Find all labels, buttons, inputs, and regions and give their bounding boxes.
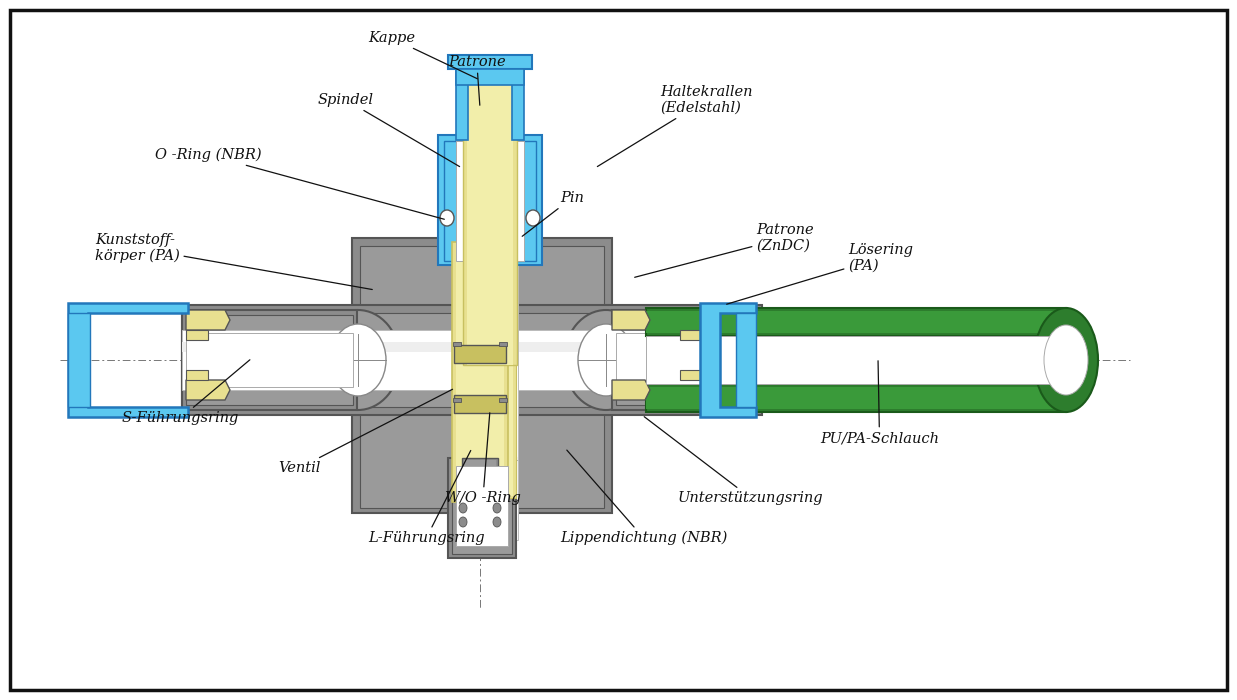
Bar [68, 313, 90, 407]
Polygon shape [680, 370, 703, 380]
Bar [461, 460, 518, 540]
Bar [464, 238, 516, 498]
Ellipse shape [494, 503, 501, 513]
Bar [360, 246, 604, 508]
Bar [616, 315, 746, 405]
Polygon shape [612, 310, 649, 330]
Bar [616, 333, 746, 387]
Text: S-Führungsring: S-Führungsring [122, 360, 250, 425]
Bar [453, 398, 461, 402]
Ellipse shape [494, 517, 501, 527]
Ellipse shape [330, 324, 386, 396]
Bar [456, 69, 524, 85]
Bar [456, 466, 508, 546]
Bar [453, 342, 461, 346]
Bar [182, 305, 762, 415]
Bar [456, 245, 503, 501]
Bar [646, 311, 1066, 333]
Bar [444, 141, 536, 261]
Bar [499, 398, 507, 402]
Text: Kunststoff-
körper (PA): Kunststoff- körper (PA) [95, 232, 372, 290]
Text: Patrone: Patrone [448, 55, 506, 105]
Bar [190, 313, 755, 407]
Polygon shape [612, 380, 649, 400]
Ellipse shape [526, 210, 541, 226]
Bar [186, 333, 353, 387]
Bar [463, 55, 517, 365]
Text: Ventil: Ventil [278, 389, 453, 475]
Ellipse shape [459, 517, 468, 527]
Bar [646, 384, 1066, 412]
Bar [646, 336, 1066, 384]
Bar [646, 308, 1066, 336]
Polygon shape [700, 303, 756, 417]
Ellipse shape [459, 503, 468, 513]
Text: O -Ring (NBR): O -Ring (NBR) [155, 148, 444, 219]
Bar [646, 387, 1066, 409]
Text: Pin: Pin [522, 191, 584, 237]
Text: Patrone
(ZnDC): Patrone (ZnDC) [635, 223, 814, 277]
Ellipse shape [578, 324, 635, 396]
Bar [452, 462, 512, 554]
Ellipse shape [1034, 308, 1098, 412]
Bar [612, 310, 750, 410]
Bar [182, 342, 762, 352]
Polygon shape [186, 310, 230, 330]
Polygon shape [186, 370, 208, 380]
Text: Lippendichtung (NBR): Lippendichtung (NBR) [560, 450, 727, 545]
Bar [182, 330, 762, 390]
Bar [456, 55, 468, 140]
Ellipse shape [564, 310, 648, 410]
Polygon shape [680, 330, 703, 340]
Ellipse shape [1048, 333, 1084, 377]
Bar [448, 458, 516, 558]
Polygon shape [68, 303, 188, 417]
Text: Kappe: Kappe [367, 31, 477, 79]
Text: Spindel: Spindel [318, 93, 460, 167]
Bar [512, 55, 524, 140]
Polygon shape [186, 380, 230, 400]
Bar [499, 342, 507, 346]
Polygon shape [186, 330, 208, 340]
Bar [353, 238, 612, 513]
Text: Lösering
(PA): Lösering (PA) [726, 243, 913, 304]
Text: W/O -Ring: W/O -Ring [445, 413, 521, 505]
Text: PU/PA-Schlauch: PU/PA-Schlauch [820, 360, 939, 445]
Bar [454, 345, 506, 363]
Bar [461, 458, 499, 540]
Ellipse shape [1044, 325, 1089, 395]
Bar [448, 55, 532, 69]
Text: L-Führungsring: L-Führungsring [367, 451, 485, 545]
Bar [461, 238, 518, 513]
Bar [182, 310, 357, 410]
Bar [456, 141, 524, 261]
Bar [452, 242, 508, 502]
Bar [454, 395, 506, 413]
Ellipse shape [440, 210, 454, 226]
Ellipse shape [315, 310, 400, 410]
Bar [464, 460, 496, 538]
Bar [186, 315, 353, 405]
Text: Haltekrallen
(Edelstahl): Haltekrallen (Edelstahl) [597, 85, 752, 167]
Bar [736, 313, 756, 407]
Bar [438, 135, 542, 265]
Text: Unterstützungsring: Unterstützungsring [644, 416, 824, 505]
Bar [468, 238, 513, 496]
Bar [468, 55, 513, 365]
